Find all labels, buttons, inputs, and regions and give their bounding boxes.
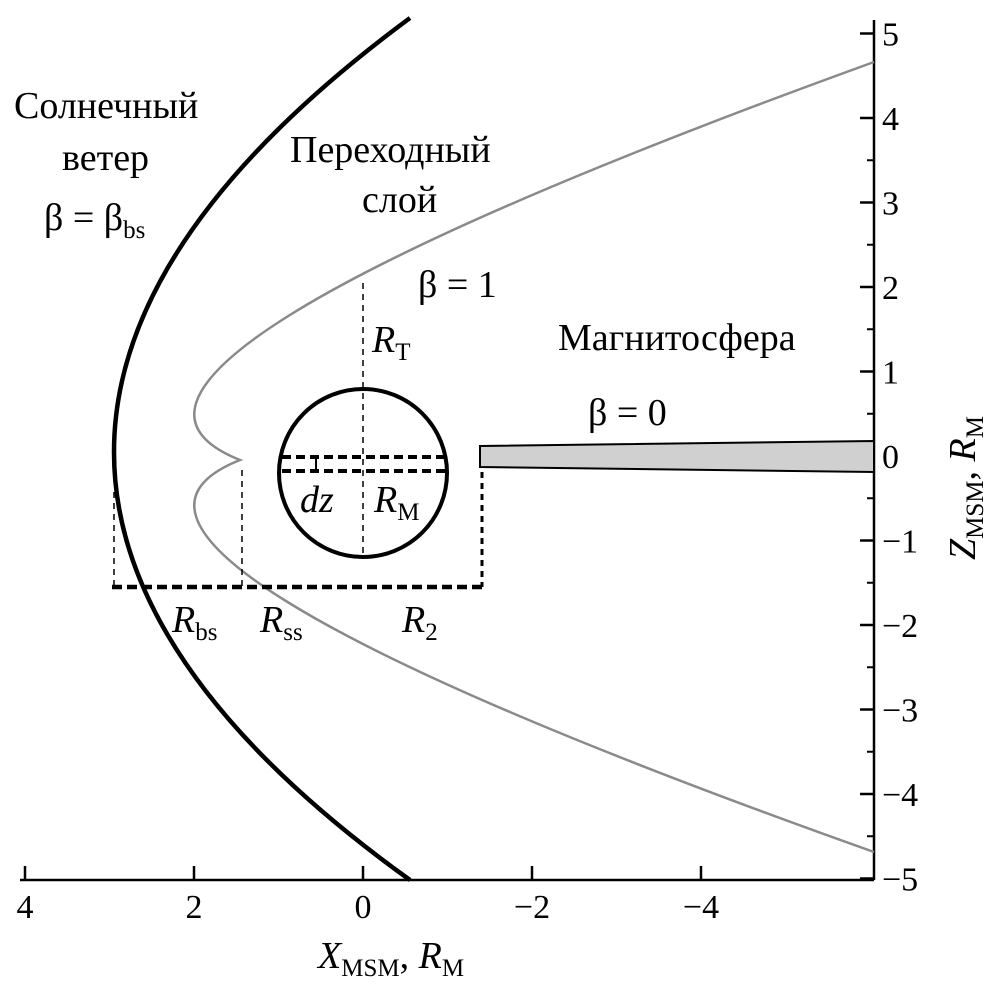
magnetosphere-label: Магнитосфера	[558, 317, 796, 359]
magnetotail-sheet	[479, 439, 875, 474]
x-tick-label: −2	[514, 889, 550, 926]
r2-label: R2	[401, 599, 438, 646]
y-tick-label: −5	[882, 862, 918, 899]
y-tick-label: −4	[882, 777, 918, 814]
y-axis-title: ZMSM, RM	[942, 416, 989, 560]
y-tick-label: 0	[882, 439, 899, 476]
y-tick-label: 1	[882, 355, 899, 392]
x-tick-label: 0	[355, 889, 372, 926]
rss-label: Rss	[259, 599, 303, 646]
solar-wind-beta: β = βbs	[44, 197, 145, 244]
solar-wind-label-2: ветер	[62, 137, 149, 179]
planet-mercury	[277, 387, 449, 559]
transition-layer-beta: β = 1	[418, 264, 497, 306]
y-tick-label: 5	[882, 17, 899, 54]
y-tick-label: 2	[882, 270, 899, 307]
x-axis-title: XMSM, RM	[316, 935, 464, 982]
rm-label: RM	[373, 479, 419, 526]
y-tick-label: −3	[882, 693, 918, 730]
y-tick-label: 4	[882, 101, 899, 138]
transition-layer-label-1: Переходный	[290, 129, 491, 171]
x-tick-label: −4	[683, 889, 719, 926]
x-tick-label: 4	[17, 889, 34, 926]
x-axis-ticks: 4 2 0 −2 −4	[17, 866, 719, 926]
y-tick-label: 3	[882, 186, 899, 223]
magnetopause	[193, 60, 875, 854]
y-tick-label: −2	[882, 608, 918, 645]
rt-label: RT	[371, 319, 411, 366]
y-tick-label: −1	[882, 524, 918, 561]
rbs-label: Rbs	[171, 599, 217, 646]
magnetosphere-beta: β = 0	[588, 392, 667, 434]
bow-shock	[111, 16, 412, 882]
dz-label: dz	[300, 479, 334, 521]
transition-layer-label-2: слой	[362, 179, 437, 221]
solar-wind-label-1: Солнечный	[14, 85, 198, 127]
y-axis-ticks: 5 4 3 2 1 0 −1 −2 −3 −4 −5	[860, 17, 918, 899]
x-tick-label: 2	[186, 889, 203, 926]
